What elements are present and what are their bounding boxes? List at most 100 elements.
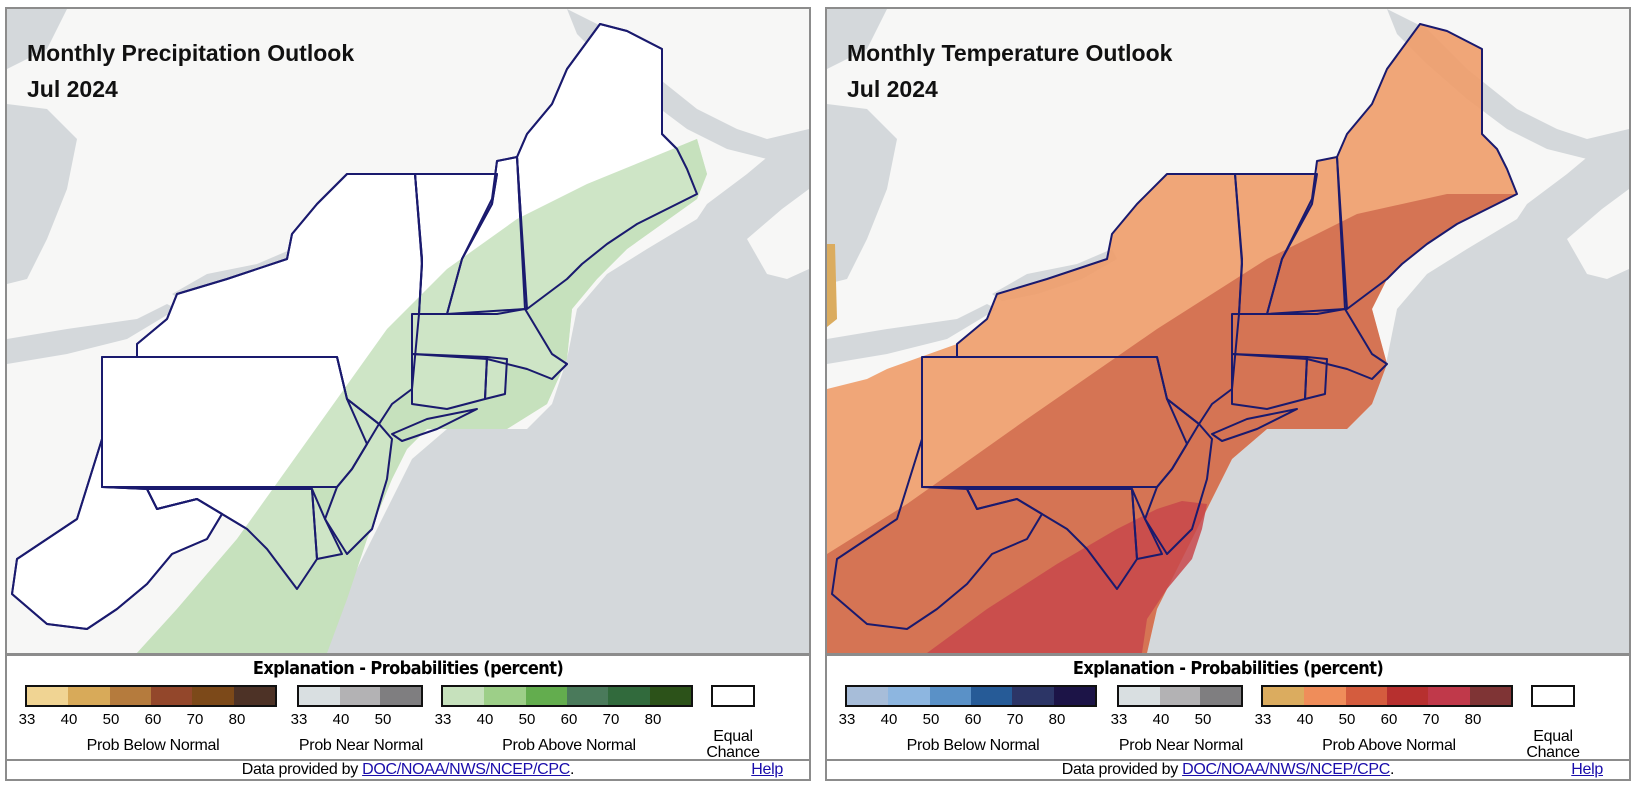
- swatch: [888, 687, 930, 705]
- equal-chance-line2: Chance: [1526, 744, 1580, 761]
- lake-huron: [827, 104, 897, 284]
- above-normal-scale: [1261, 685, 1513, 707]
- swatch: [608, 687, 650, 705]
- swatch: [1119, 687, 1160, 705]
- tick-label: 70: [602, 711, 620, 728]
- tick-label: 70: [1006, 711, 1024, 728]
- tick-label: 33: [290, 711, 308, 728]
- lake-huron: [7, 104, 77, 284]
- temperature-map-svg: [827, 9, 1629, 653]
- data-credit: Data provided by DOC/NOAA/NWS/NCEP/CPC.: [827, 761, 1629, 779]
- equal-chance-label: Equal Chance: [1523, 729, 1583, 761]
- swatch: [27, 687, 69, 705]
- tick-label: 60: [144, 711, 162, 728]
- tick-label: 70: [1422, 711, 1440, 728]
- credit-prefix: Data provided by: [241, 761, 363, 778]
- below-normal-label: Prob Below Normal: [86, 737, 220, 754]
- swatch: [380, 687, 422, 705]
- tick-label: 50: [374, 711, 392, 728]
- swatch: [339, 687, 381, 705]
- near-normal-scale: [297, 685, 423, 707]
- map-title-text: Monthly Precipitation Outlook: [27, 40, 355, 66]
- swatch: [1386, 687, 1429, 705]
- tick-label: 50: [518, 711, 536, 728]
- swatch: [566, 687, 609, 705]
- nova-scotia-land: [747, 189, 809, 279]
- swatch: [484, 687, 526, 705]
- swatch: [929, 687, 971, 705]
- swatch: [299, 687, 340, 705]
- footer: Data provided by DOC/NOAA/NWS/NCEP/CPC. …: [827, 759, 1629, 779]
- swatch: [1304, 687, 1346, 705]
- tick-label: 33: [1110, 711, 1128, 728]
- footer: Data provided by DOC/NOAA/NWS/NCEP/CPC. …: [7, 759, 809, 779]
- credit-suffix: .: [1390, 761, 1395, 778]
- tick-label: 60: [560, 711, 578, 728]
- tick-label: 33: [434, 711, 452, 728]
- st-lawrence: [1387, 9, 1629, 159]
- near-normal-label: Prob Near Normal: [1118, 737, 1244, 754]
- tick-label: 50: [102, 711, 120, 728]
- swatch: [150, 687, 193, 705]
- swatch: [1263, 687, 1305, 705]
- tick-label: 33: [838, 711, 856, 728]
- swatch: [68, 687, 110, 705]
- tick-label: 80: [228, 711, 246, 728]
- tick-label: 40: [60, 711, 78, 728]
- map-period-text: Jul 2024: [27, 76, 118, 102]
- swatch: [1159, 687, 1201, 705]
- tick-label: 40: [1152, 711, 1170, 728]
- swatch: [233, 687, 275, 705]
- equal-chance-line1: Equal: [713, 728, 753, 745]
- temp-sliver-area: [827, 244, 837, 327]
- tick-label: 40: [1296, 711, 1314, 728]
- map-title-text: Monthly Temperature Outlook: [847, 40, 1173, 66]
- above-normal-scale: [441, 685, 693, 707]
- tick-label: 70: [186, 711, 204, 728]
- temp-above-60-area: [927, 501, 1207, 653]
- below-normal-scale: [845, 685, 1097, 707]
- swatch: [1428, 687, 1470, 705]
- tick-label: 60: [964, 711, 982, 728]
- near-normal-scale: [1117, 685, 1243, 707]
- equal-chance-label: Equal Chance: [703, 729, 763, 761]
- equal-chance-line1: Equal: [1533, 728, 1573, 745]
- precip-above-normal-overlay: [137, 139, 707, 653]
- swatch: [109, 687, 151, 705]
- tick-label: 80: [1048, 711, 1066, 728]
- tick-label: 50: [1194, 711, 1212, 728]
- temperature-outlook-panel: Monthly Temperature Outlook Jul 2024 Exp…: [825, 7, 1631, 781]
- swatch: [970, 687, 1013, 705]
- temperature-map: Monthly Temperature Outlook Jul 2024: [827, 9, 1629, 653]
- map-title: Monthly Precipitation Outlook Jul 2024: [27, 35, 354, 107]
- data-credit: Data provided by DOC/NOAA/NWS/NCEP/CPC.: [7, 761, 809, 779]
- help-link[interactable]: Help: [751, 761, 783, 778]
- tick-label: 40: [476, 711, 494, 728]
- tick-label: 40: [880, 711, 898, 728]
- swatch: [1345, 687, 1387, 705]
- swatch: [192, 687, 234, 705]
- map-period-text: Jul 2024: [847, 76, 938, 102]
- cpc-link[interactable]: DOC/NOAA/NWS/NCEP/CPC: [362, 761, 571, 778]
- swatch: [847, 687, 889, 705]
- lake-erie: [7, 304, 177, 364]
- help-link[interactable]: Help: [1571, 761, 1603, 778]
- legend-title: Explanation - Probabilities (percent): [252, 658, 564, 679]
- precipitation-outlook-panel: Monthly Precipitation Outlook Jul 2024 E…: [5, 7, 811, 781]
- tick-label: 60: [1380, 711, 1398, 728]
- state-boundary-lines: [11, 23, 698, 630]
- precipitation-map-svg: [7, 9, 809, 653]
- tick-label: 50: [1338, 711, 1356, 728]
- tick-label: 33: [1254, 711, 1272, 728]
- legend: Explanation - Probabilities (percent) 33…: [7, 653, 809, 761]
- swatch: [1053, 687, 1095, 705]
- nova-scotia-land: [1567, 189, 1629, 279]
- swatch: [1012, 687, 1054, 705]
- swatch: [1200, 687, 1242, 705]
- cpc-link[interactable]: DOC/NOAA/NWS/NCEP/CPC: [1182, 761, 1391, 778]
- st-lawrence: [567, 9, 809, 159]
- swatch: [443, 687, 485, 705]
- above-normal-label: Prob Above Normal: [1322, 737, 1456, 754]
- lake-erie: [827, 304, 997, 364]
- swatch: [1469, 687, 1511, 705]
